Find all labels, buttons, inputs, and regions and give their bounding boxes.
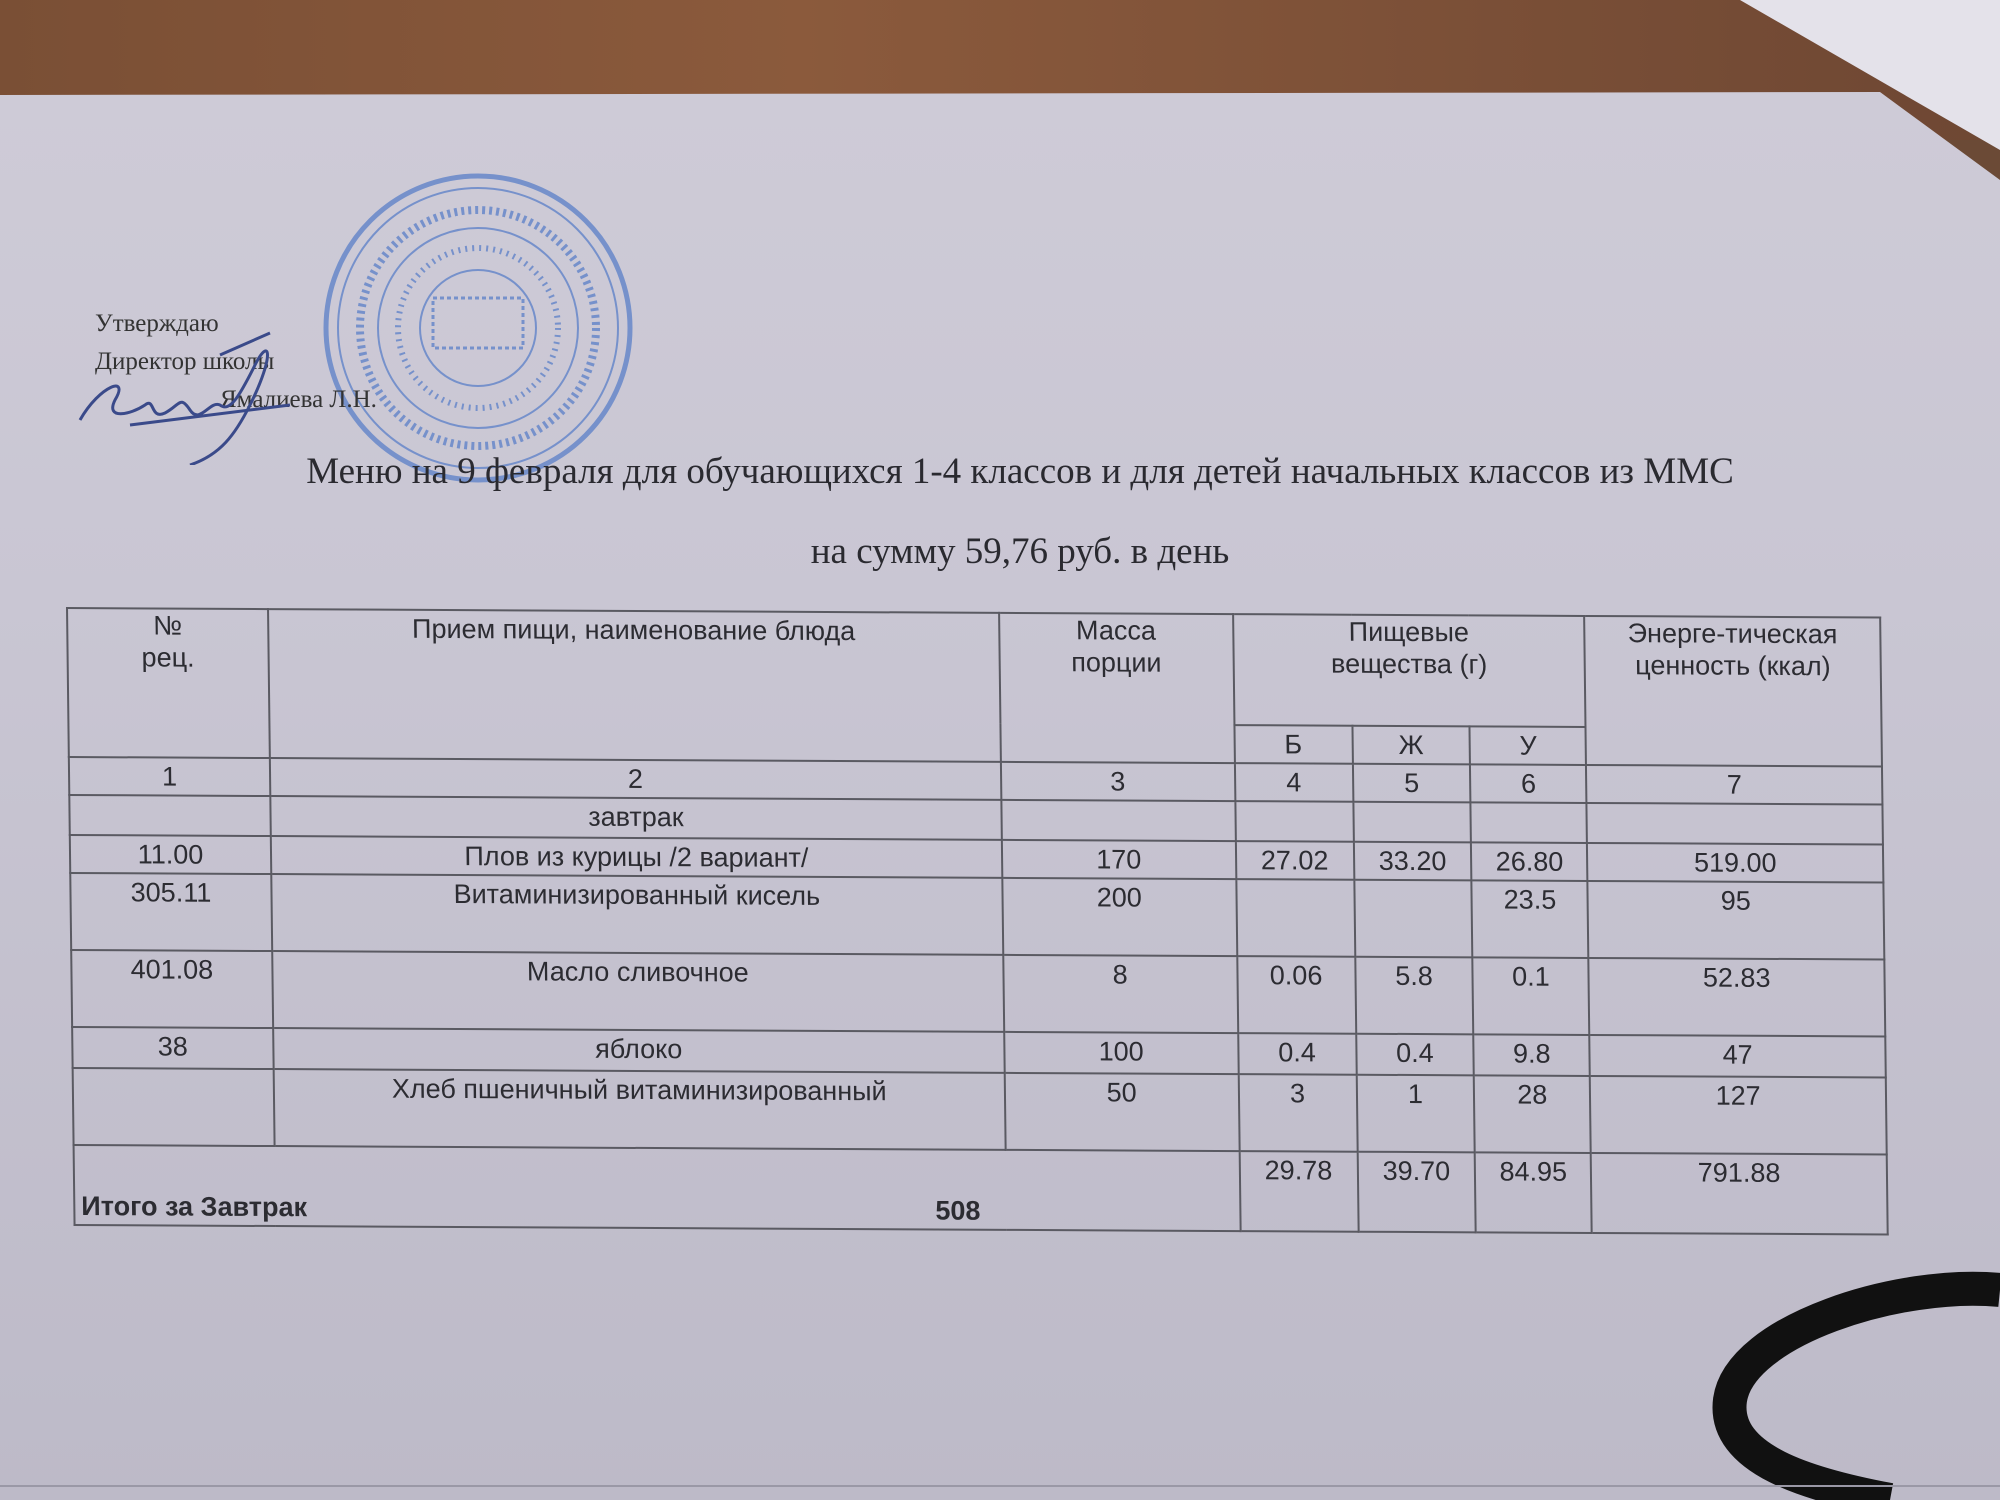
dish-name: Витаминизированный кисель xyxy=(271,874,1004,955)
header-row: № рец. Прием пищи, наименование блюда Ма… xyxy=(67,608,1882,767)
total-energy: 791.88 xyxy=(1591,1152,1888,1235)
approval-line-1: Утверждаю xyxy=(95,310,219,337)
total-carbs: 84.95 xyxy=(1475,1152,1592,1233)
header-num: № рец. xyxy=(67,608,270,759)
menu-table: № рец. Прием пищи, наименование блюда Ма… xyxy=(66,607,1889,1235)
energy: 47 xyxy=(1589,1034,1886,1078)
energy: 52.83 xyxy=(1588,957,1886,1037)
col-number: 3 xyxy=(1000,761,1236,802)
portion-mass: 200 xyxy=(1002,877,1237,957)
black-cable xyxy=(1712,1271,2000,1500)
col-number: 4 xyxy=(1234,763,1353,802)
header-nutrients: Пищевые вещества (г) xyxy=(1232,614,1586,727)
recipe-number: 38 xyxy=(72,1026,274,1070)
energy: 127 xyxy=(1590,1075,1887,1155)
approval-line-2: Директор школы xyxy=(95,348,275,375)
section-label: завтрак xyxy=(270,796,1002,840)
header-name: Прием пищи, наименование блюда xyxy=(267,609,1001,762)
energy: 95 xyxy=(1587,880,1885,960)
dish-name: Хлеб пшеничный витаминизированный xyxy=(273,1069,1006,1150)
carbs: 28 xyxy=(1474,1075,1592,1153)
total-fat: 39.70 xyxy=(1357,1151,1477,1233)
carbs: 0.1 xyxy=(1472,957,1590,1035)
fat: 33.20 xyxy=(1353,841,1472,881)
total-mass: 508 xyxy=(935,1195,981,1226)
col-number: 6 xyxy=(1470,764,1587,803)
menu-subtitle: на сумму 59,76 руб. в день xyxy=(810,531,1230,572)
col-number: 2 xyxy=(269,758,1002,800)
recipe-number: 305.11 xyxy=(70,873,273,952)
total-protein: 29.78 xyxy=(1239,1151,1359,1232)
fat: 0.4 xyxy=(1355,1033,1475,1076)
protein: 0.4 xyxy=(1237,1033,1357,1075)
carbs: 23.5 xyxy=(1471,880,1589,958)
approval-block: Утверждаю Директор школы Ямалиева Л.Н. xyxy=(95,305,377,419)
fat: 5.8 xyxy=(1354,956,1474,1035)
protein: 27.02 xyxy=(1235,841,1354,880)
header-zh: Ж xyxy=(1351,725,1471,765)
header-mass: Масса порции xyxy=(998,612,1235,764)
page-edge xyxy=(0,1485,2000,1487)
portion-mass: 100 xyxy=(1003,1031,1239,1075)
fat: 1 xyxy=(1356,1074,1476,1153)
portion-mass: 8 xyxy=(1003,954,1238,1034)
menu-title: Меню на 9 февраля для обучающихся 1-4 кл… xyxy=(306,451,1734,492)
header-u: У xyxy=(1469,726,1587,765)
approval-line-3: Ямалиева Л.Н. xyxy=(220,386,377,413)
table-row: Хлеб пшеничный витаминизированный 50 3 1… xyxy=(72,1067,1887,1155)
col-number: 1 xyxy=(68,757,271,797)
handwritten-signature xyxy=(78,331,291,465)
portion-mass: 170 xyxy=(1001,839,1236,880)
protein: 3 xyxy=(1238,1074,1358,1152)
dish-name: Плов из курицы /2 вариант/ xyxy=(270,836,1003,878)
carbs: 26.80 xyxy=(1471,842,1588,881)
header-b: Б xyxy=(1234,725,1353,764)
protein xyxy=(1235,879,1355,957)
recipe-number xyxy=(72,1067,275,1147)
total-label: Итого за Завтрак xyxy=(81,1191,308,1223)
col-number: 5 xyxy=(1352,763,1471,803)
official-stamp xyxy=(323,173,633,483)
fat xyxy=(1353,879,1473,958)
total-cell: Итого за Завтрак 508 xyxy=(73,1144,1241,1232)
total-row: Итого за Завтрак 508 29.78 39.70 84.95 7… xyxy=(73,1144,1888,1235)
col-number: 7 xyxy=(1586,764,1883,805)
dish-name: яблоко xyxy=(273,1028,1005,1073)
table-row: 305.11 Витаминизированный кисель 200 23.… xyxy=(70,873,1885,960)
dish-name: Масло сливочное xyxy=(272,951,1004,1032)
energy: 519.00 xyxy=(1587,842,1884,883)
portion-mass: 50 xyxy=(1004,1072,1240,1152)
table-row: 401.08 Масло сливочное 8 0.06 5.8 0.1 52… xyxy=(71,950,1886,1037)
recipe-number: 11.00 xyxy=(69,835,272,875)
protein: 0.06 xyxy=(1236,956,1356,1034)
header-energy: Энерге-тическая ценность (ккал) xyxy=(1584,615,1882,767)
carbs: 9.8 xyxy=(1473,1034,1591,1076)
recipe-number: 401.08 xyxy=(71,950,274,1029)
